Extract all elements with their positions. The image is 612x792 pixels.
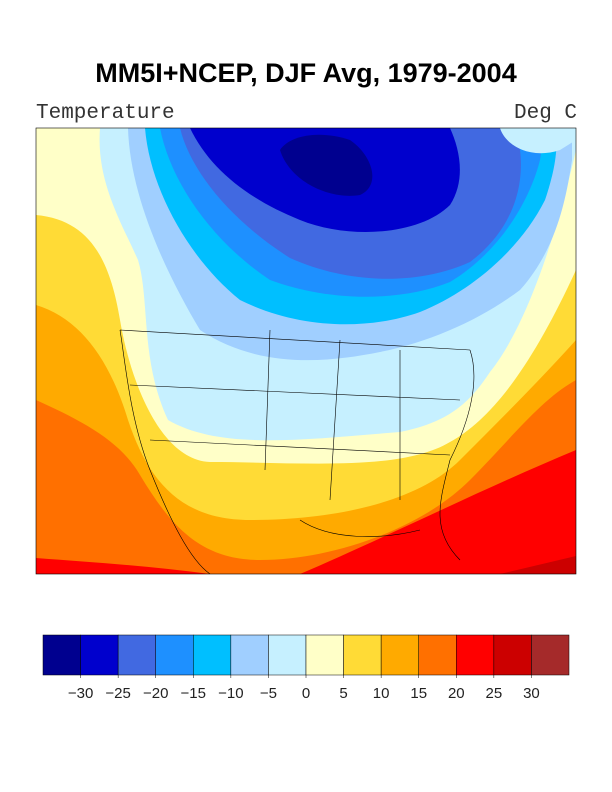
tick-label: 30	[523, 685, 540, 702]
colorbar-box	[42, 634, 81, 676]
tick-label: 20	[448, 685, 465, 702]
tick-label: 0	[302, 685, 310, 702]
unit-label: Deg C	[514, 102, 577, 125]
colorbar-box	[193, 634, 232, 676]
colorbar-box	[493, 634, 532, 676]
tick-label: 15	[410, 685, 427, 702]
colorbar-box	[117, 634, 156, 676]
colorbar-box	[531, 634, 570, 676]
tick-label: 5	[339, 685, 347, 702]
colorbar-box	[418, 634, 457, 676]
colorbar-box	[380, 634, 419, 676]
colorbar-box	[268, 634, 307, 676]
tick-label: −5	[260, 685, 277, 702]
colorbar-box	[343, 634, 382, 676]
colorbar-box	[155, 634, 194, 676]
colorbar-box	[305, 634, 344, 676]
temperature-map	[36, 128, 576, 574]
title: MM5I+NCEP, DJF Avg, 1979-2004	[95, 58, 516, 88]
tick-label: −10	[218, 685, 243, 702]
colorbar-box	[80, 634, 119, 676]
colorbar-box	[456, 634, 495, 676]
field-label: Temperature	[36, 102, 175, 125]
tick-label: 25	[486, 685, 503, 702]
tick-label: −15	[181, 685, 206, 702]
tick-label: −30	[68, 685, 93, 702]
colorbar-box	[230, 634, 269, 676]
tick-label: −20	[143, 685, 168, 702]
tick-label: 10	[373, 685, 390, 702]
map-frame	[35, 127, 577, 575]
tick-label: −25	[105, 685, 130, 702]
